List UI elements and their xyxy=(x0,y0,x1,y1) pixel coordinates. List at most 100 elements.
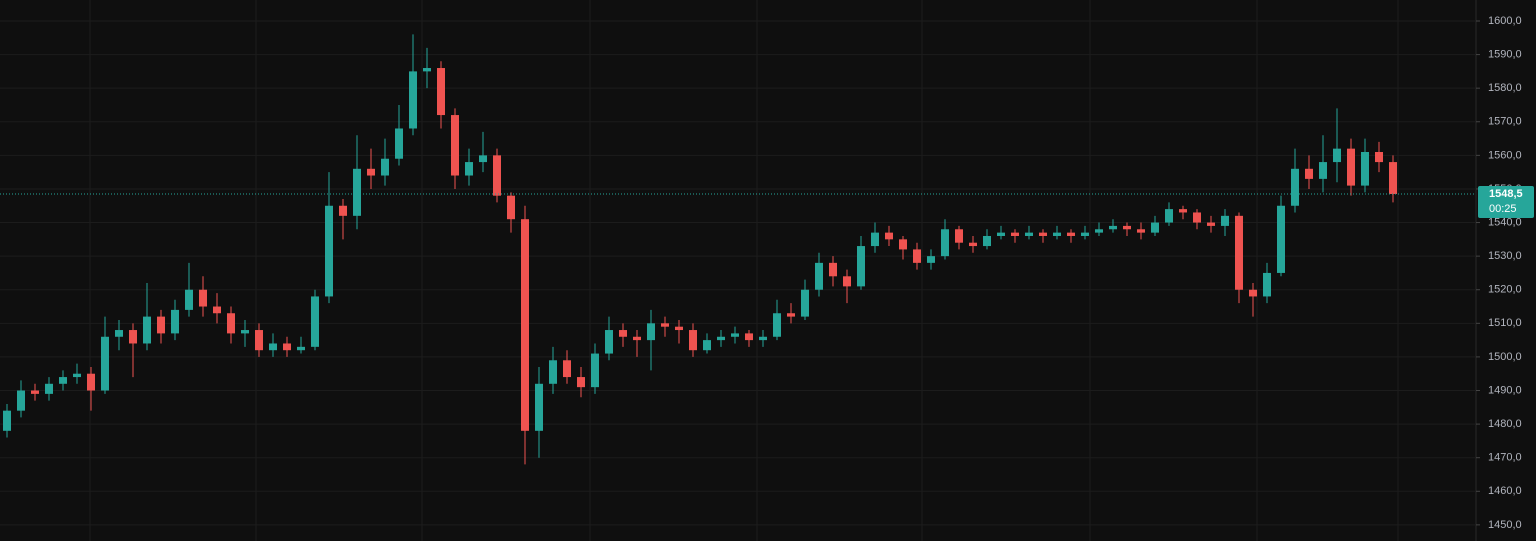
y-tick-label: 1600,0 xyxy=(1488,15,1522,27)
candle-body xyxy=(563,360,571,378)
candle-body xyxy=(199,289,207,307)
candle-body xyxy=(689,330,697,351)
y-tick-label: 1540,0 xyxy=(1488,216,1522,228)
candle-body xyxy=(73,373,81,378)
candle-body xyxy=(647,323,655,341)
y-tick-label: 1590,0 xyxy=(1488,48,1522,60)
candle-body xyxy=(1235,215,1243,290)
candle-body xyxy=(591,353,599,388)
candle-body xyxy=(1039,232,1047,236)
candle-body xyxy=(1347,148,1355,186)
candle-body xyxy=(1067,232,1075,236)
candle-body xyxy=(87,373,95,391)
candle-body xyxy=(619,330,627,337)
candle-body xyxy=(745,333,753,341)
candle-body xyxy=(115,330,123,337)
candle-body xyxy=(1319,162,1327,179)
y-tick-label: 1450,0 xyxy=(1488,519,1522,531)
candle-body xyxy=(143,316,151,344)
candle-body xyxy=(395,128,403,159)
candle-body xyxy=(549,360,557,384)
candle-body xyxy=(1165,209,1173,223)
y-tick-label: 1460,0 xyxy=(1488,485,1522,497)
candle-body xyxy=(829,262,837,277)
candle-body xyxy=(255,330,263,351)
candle-body xyxy=(465,162,473,176)
candle-body xyxy=(213,306,221,314)
candle-body xyxy=(787,313,795,317)
candle-body xyxy=(185,289,193,310)
candle-body xyxy=(1207,222,1215,226)
candle-body xyxy=(661,323,669,327)
countdown-label: 00:25 xyxy=(1489,203,1517,215)
candle-body xyxy=(283,343,291,351)
candle-body xyxy=(731,333,739,337)
y-tick-label: 1500,0 xyxy=(1488,351,1522,363)
candle-body xyxy=(59,377,67,384)
last-price-tag xyxy=(1478,185,1534,218)
candle-body xyxy=(913,249,921,263)
candle-body xyxy=(885,232,893,240)
candle-body xyxy=(241,330,249,334)
candle-body xyxy=(1011,232,1019,236)
candle-body xyxy=(31,390,39,394)
candle-body xyxy=(1249,289,1257,297)
candle-body xyxy=(969,242,977,247)
candle-body xyxy=(675,326,683,331)
candle-body xyxy=(1389,162,1397,194)
candle-body xyxy=(1137,229,1145,233)
y-tick-label: 1520,0 xyxy=(1488,284,1522,296)
y-tick-label: 1510,0 xyxy=(1488,317,1522,329)
candle-body xyxy=(409,71,417,129)
candle-body xyxy=(815,262,823,290)
candle-body xyxy=(633,336,641,341)
candle-body xyxy=(3,410,11,431)
y-tick-label: 1530,0 xyxy=(1488,250,1522,262)
candle-body xyxy=(1305,168,1313,179)
candle-body xyxy=(339,205,347,216)
y-tick-label: 1570,0 xyxy=(1488,116,1522,128)
candle-body xyxy=(1123,225,1131,230)
candle-body xyxy=(843,276,851,287)
candle-body xyxy=(17,390,25,411)
candle-body xyxy=(717,336,725,341)
candle-body xyxy=(703,340,711,351)
candle-body xyxy=(311,296,319,347)
candle-body xyxy=(801,289,809,317)
candle-body xyxy=(507,195,515,220)
y-tick-label: 1560,0 xyxy=(1488,149,1522,161)
candle-body xyxy=(521,219,529,431)
candle-body xyxy=(1361,152,1369,186)
vertical-grid xyxy=(89,0,1399,541)
y-tick-label: 1470,0 xyxy=(1488,452,1522,464)
y-tick-label: 1580,0 xyxy=(1488,82,1522,94)
candle-body xyxy=(1179,209,1187,213)
candle-body xyxy=(1333,148,1341,163)
candle-body xyxy=(101,336,109,391)
candle-body xyxy=(1375,152,1383,163)
candle-body xyxy=(381,158,389,176)
candle-body xyxy=(325,205,333,297)
candle-body xyxy=(955,229,963,243)
candle-body xyxy=(535,383,543,431)
candle-body xyxy=(1053,232,1061,236)
candle-body xyxy=(1095,229,1103,233)
candle-body xyxy=(1263,272,1271,297)
candle-body xyxy=(1109,225,1117,230)
y-tick-label: 1490,0 xyxy=(1488,384,1522,396)
candle-body xyxy=(1025,232,1033,236)
last-price-label: 1548,5 xyxy=(1489,188,1523,200)
candle-body xyxy=(773,313,781,337)
candle-body xyxy=(1291,168,1299,206)
candle-body xyxy=(269,343,277,351)
candle-body xyxy=(353,168,361,216)
candle-body xyxy=(605,330,613,354)
candle-body xyxy=(997,232,1005,236)
candle-body xyxy=(927,256,935,263)
candle-body xyxy=(171,309,179,334)
candle-body xyxy=(423,68,431,72)
candle-body xyxy=(871,232,879,247)
candle-body xyxy=(129,330,137,344)
